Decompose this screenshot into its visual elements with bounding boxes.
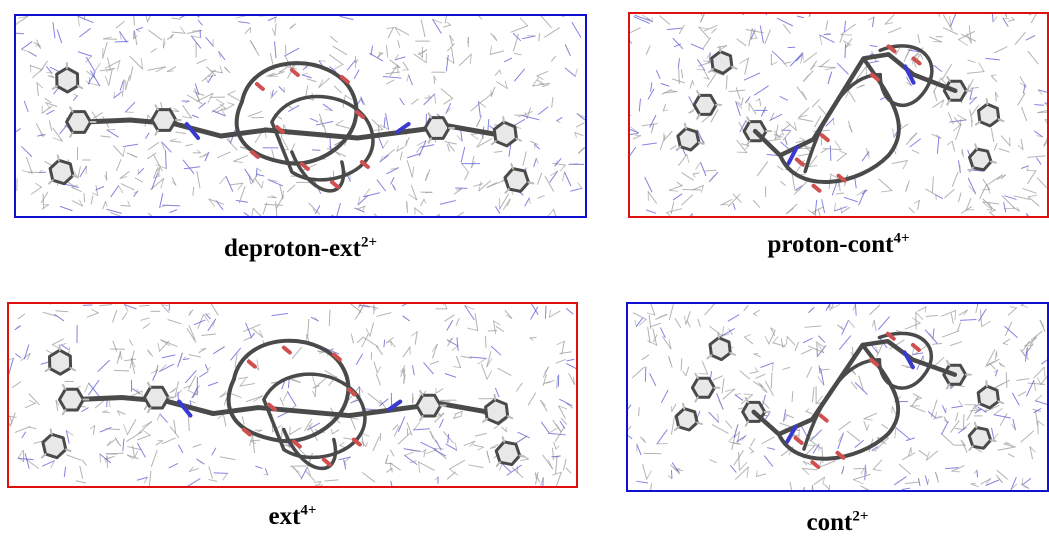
snapshot-deproton-ext — [14, 14, 587, 218]
caption-charge: 4+ — [300, 502, 317, 519]
caption-deproton-ext: deproton-ext2+ — [14, 234, 587, 262]
snapshot-cont — [626, 302, 1049, 492]
caption-cont: cont2+ — [626, 508, 1049, 536]
molecule-snapshot-image — [628, 304, 1047, 490]
caption-ext: ext4+ — [7, 502, 578, 530]
caption-text: proton-cont — [767, 231, 894, 258]
caption-text: ext — [268, 503, 301, 530]
caption-text: deproton-ext — [223, 235, 361, 262]
caption-charge: 2+ — [360, 234, 378, 251]
snapshot-ext — [7, 302, 578, 488]
snapshot-proton-cont — [628, 12, 1049, 218]
molecule-snapshot-image — [16, 16, 585, 216]
molecule-snapshot-image — [9, 304, 576, 486]
caption-charge: 2+ — [852, 508, 869, 525]
caption-text: cont — [806, 509, 853, 536]
caption-proton-cont: proton-cont4+ — [628, 230, 1049, 258]
caption-charge: 4+ — [893, 230, 910, 247]
molecule-snapshot-image — [630, 14, 1047, 216]
